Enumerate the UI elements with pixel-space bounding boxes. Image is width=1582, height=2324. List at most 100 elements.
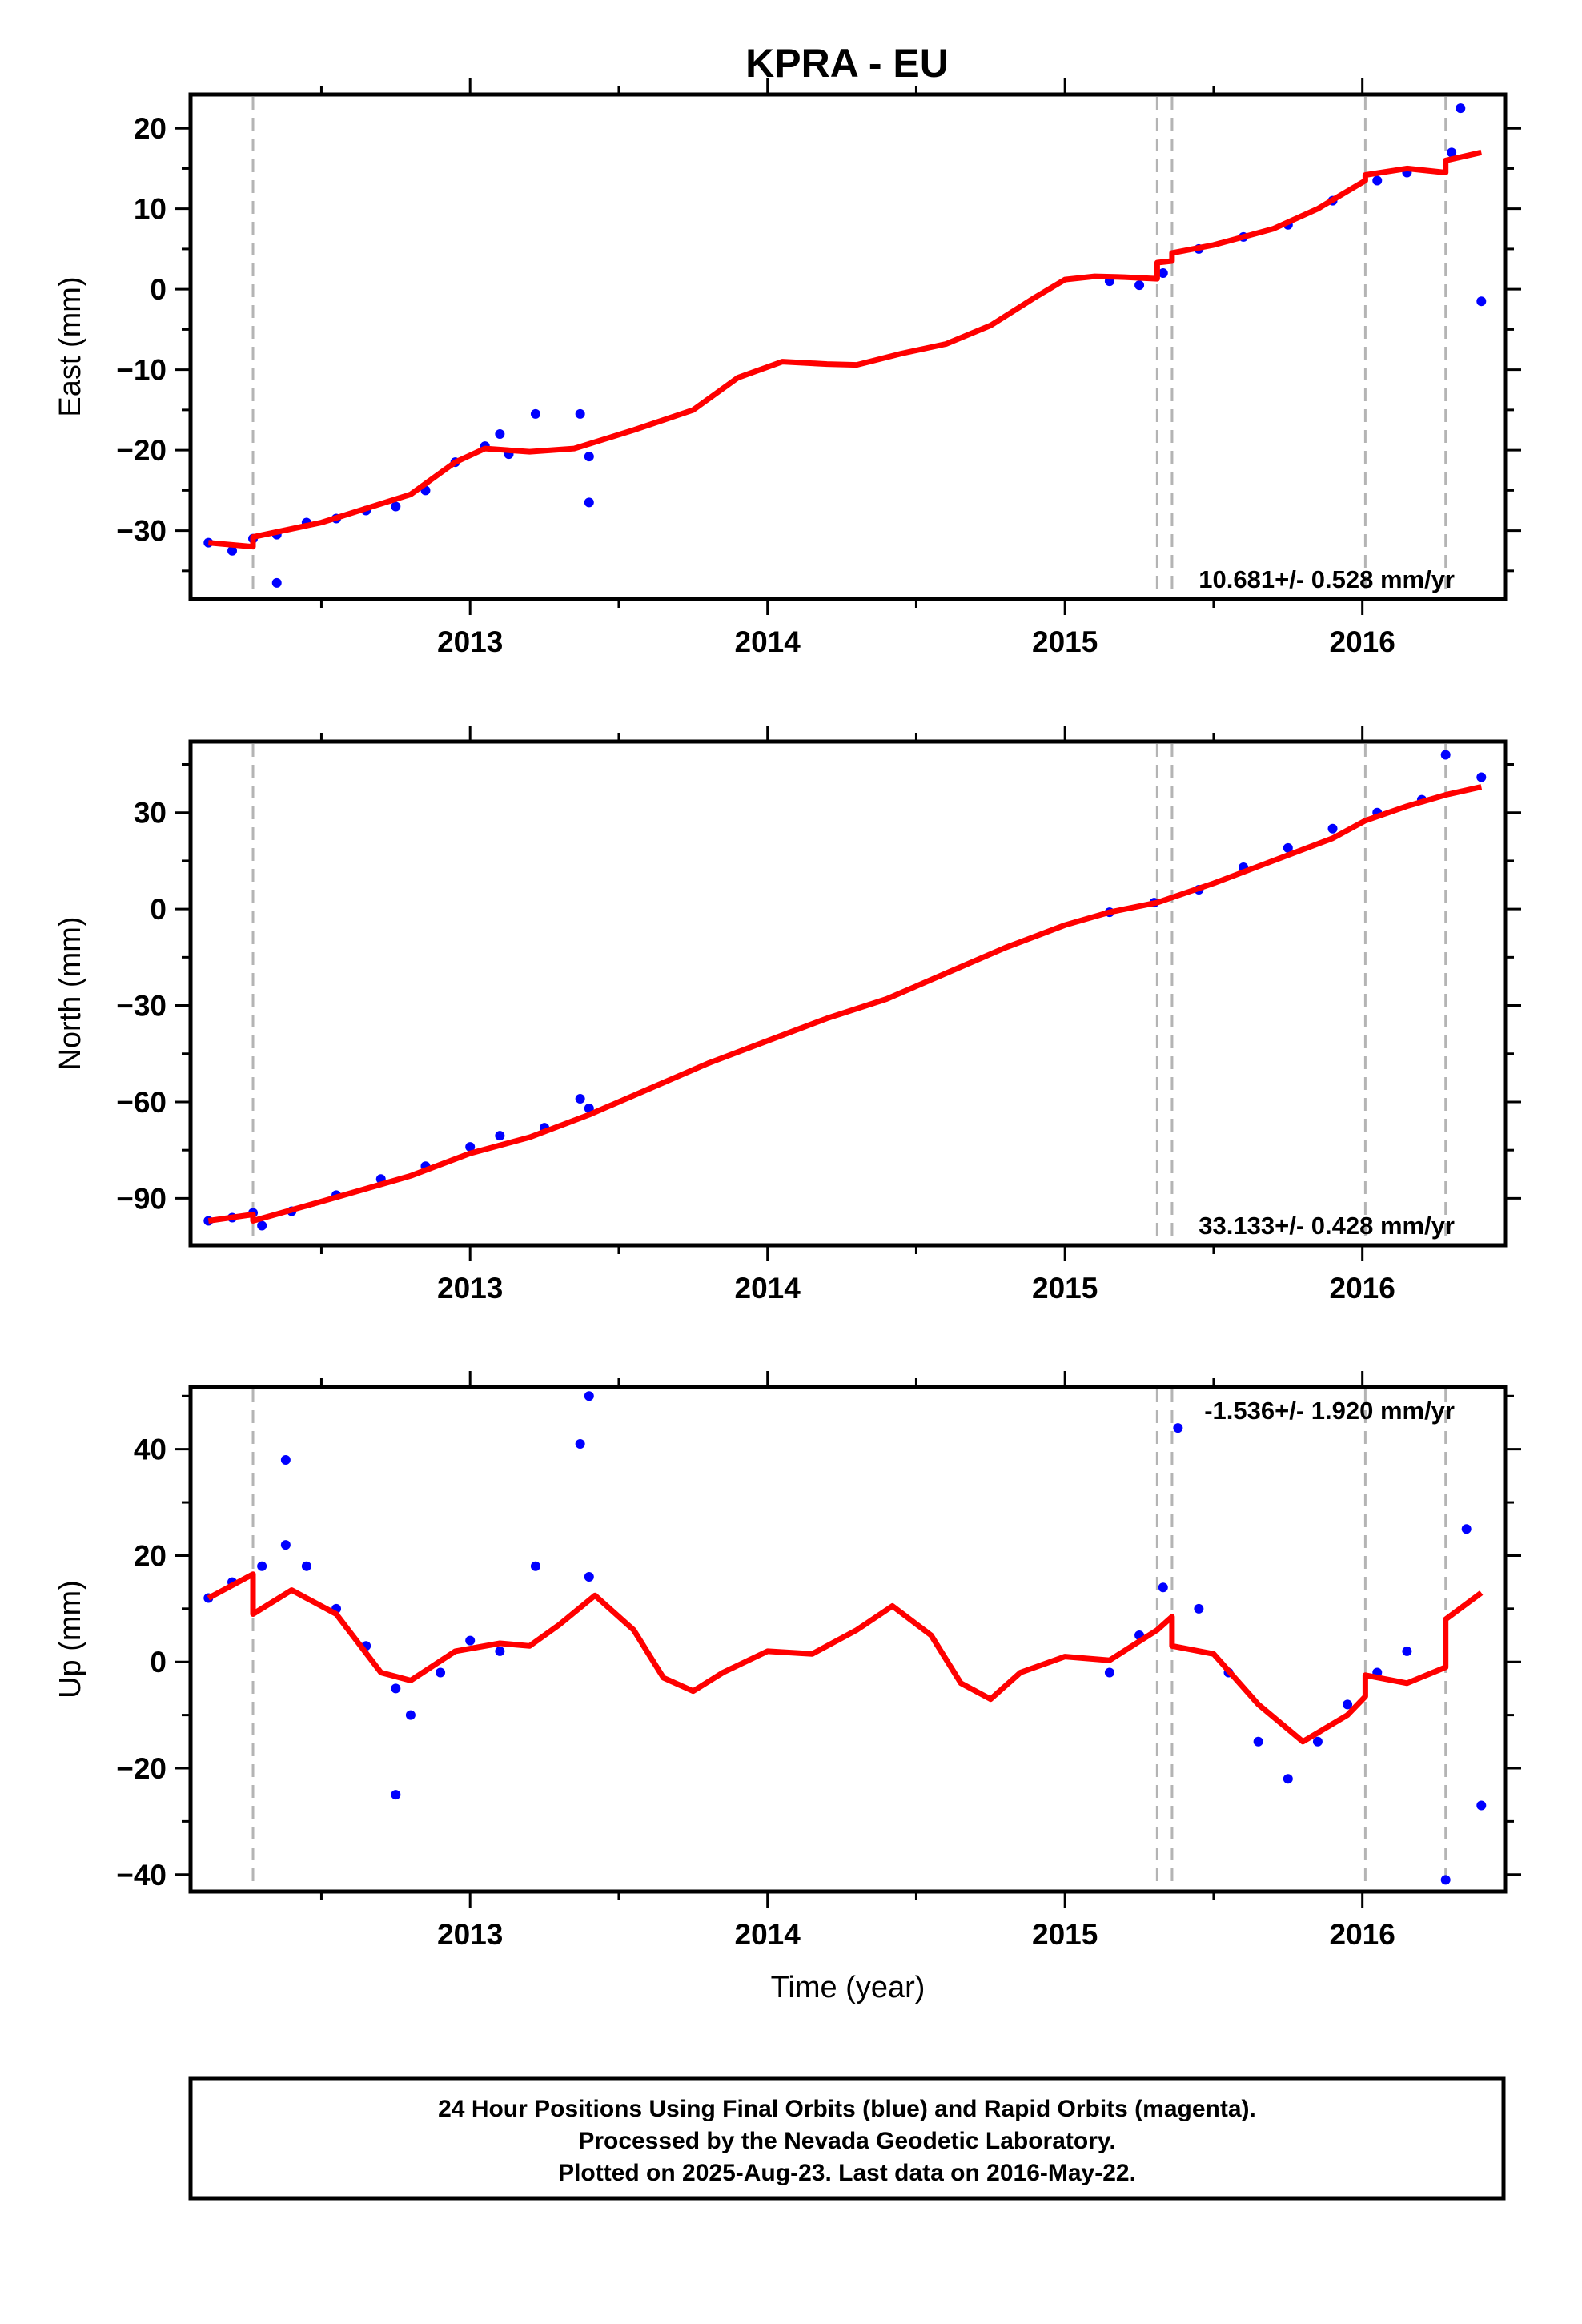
x-tick-label: 2016 [1330,1918,1395,1951]
observation-point [1158,1582,1168,1593]
x-tick-label: 2015 [1032,1918,1098,1951]
north-panel: 2013 2014 2015 2016 −90 −60 −30 0 30 North (mm) 33… [54,726,1521,1305]
plot-frame [188,1385,1508,1894]
x-tick-label: 2013 [437,1272,503,1305]
y-tick-label: 0 [150,273,167,306]
y-tick-label: −20 [116,1752,167,1785]
chart-title: KPRA - EU [745,41,949,86]
x-tick-label: 2016 [1330,1272,1395,1305]
observation-point [575,1439,585,1449]
plot-frame [188,739,1508,1248]
y-tick-label: 30 [134,797,167,830]
observation-point [465,1142,476,1152]
y-tick-label: −40 [116,1859,167,1892]
y-tick-label: −20 [116,434,167,467]
model-line [207,1571,1484,1745]
y-tick-label: −30 [116,990,167,1023]
observation-point [530,408,540,419]
observation-point [1476,772,1487,782]
observation-point [584,1391,594,1401]
observation-point [1402,1646,1412,1656]
y-tick-label: −60 [116,1086,167,1119]
observation-point [465,1635,476,1646]
observation-point [584,1571,594,1582]
y-tick-label: 20 [134,112,167,145]
x-tick-label: 2013 [437,625,503,658]
east-panel: 2013 2014 2015 2016 −30 −20 −10 0 10 20 East (mm) 1… [54,78,1521,658]
observation-point [1173,1423,1183,1433]
x-tick-label: 2016 [1330,625,1395,658]
footer-line-3: Plotted on 2025-Aug-23. Last data on 201… [558,2160,1136,2186]
footer-line-2: Processed by the Nevada Geodetic Laborat… [578,2128,1115,2154]
model-line [207,149,1483,550]
observation-point [1194,1603,1204,1614]
observation-point [1253,1736,1263,1747]
observation-point [1461,1524,1472,1534]
observation-point [1440,1875,1451,1885]
observation-point [227,545,238,556]
observation-point [495,1131,505,1141]
observation-point [1476,296,1487,307]
plot-frame [188,92,1508,601]
observation-point [1440,750,1451,760]
y-axis-title: North (mm) [54,916,87,1070]
observation-point [1456,103,1466,114]
observation-point [391,501,401,512]
observation-point [405,1710,416,1720]
observation-point [257,1220,267,1231]
y-tick-label: −10 [116,354,167,387]
y-tick-label: −30 [116,515,167,548]
observation-point [1343,1699,1353,1710]
observation-point [530,1561,540,1571]
x-tick-label: 2015 [1032,625,1098,658]
y-tick-label: 20 [134,1539,167,1572]
y-axis-title: Up (mm) [54,1580,87,1699]
y-tick-label: −90 [116,1182,167,1215]
up-panel: 2013 2014 2015 2016 −40 −20 0 20 40 Up (mm) Time (… [54,1371,1521,2004]
x-tick-label: 2015 [1032,1272,1098,1305]
observation-point [280,1454,291,1465]
x-tick-label: 2013 [437,1918,503,1951]
x-tick-label: 2014 [735,625,801,658]
footer-line-1: 24 Hour Positions Using Final Orbits (bl… [438,2096,1256,2122]
observation-point [1283,1774,1293,1784]
observation-point [1158,268,1168,279]
observation-point [584,452,594,462]
model-line [207,784,1483,1224]
x-axis-title: Time (year) [771,1971,926,2004]
observation-point [1327,823,1338,834]
footer-box: 24 Hour Positions Using Final Orbits (bl… [188,2076,1506,2201]
rate-label: -1.536+/- 1.920 mm/yr [1204,1397,1455,1425]
observation-point [575,408,585,419]
observation-point [1476,1800,1487,1811]
observation-point [271,577,282,588]
observation-point [391,1790,401,1800]
observation-point [280,1540,291,1550]
observation-point [436,1667,446,1678]
observation-point [495,1646,505,1656]
observation-point [1312,1736,1323,1747]
y-tick-label: 10 [134,193,167,226]
x-tick-label: 2014 [735,1918,801,1951]
observation-point [584,497,594,508]
observation-point [1134,280,1145,291]
observation-point [1283,842,1293,853]
y-tick-label: 0 [150,893,167,926]
footer-frame [188,2076,1506,2201]
observation-point [391,1683,401,1694]
rate-label: 10.681+/- 0.528 mm/yr [1199,565,1455,593]
observation-point [575,1093,585,1104]
rate-label: 33.133+/- 0.428 mm/yr [1199,1212,1455,1240]
observation-point [1372,175,1383,186]
x-tick-label: 2014 [735,1272,801,1305]
observation-point [301,1561,311,1571]
observation-point [257,1561,267,1571]
observation-point [1104,1667,1114,1678]
y-axis-title: East (mm) [54,276,87,416]
observation-point [495,429,505,440]
y-tick-label: 40 [134,1433,167,1466]
y-tick-label: 0 [150,1646,167,1679]
observation-point [1447,147,1457,158]
